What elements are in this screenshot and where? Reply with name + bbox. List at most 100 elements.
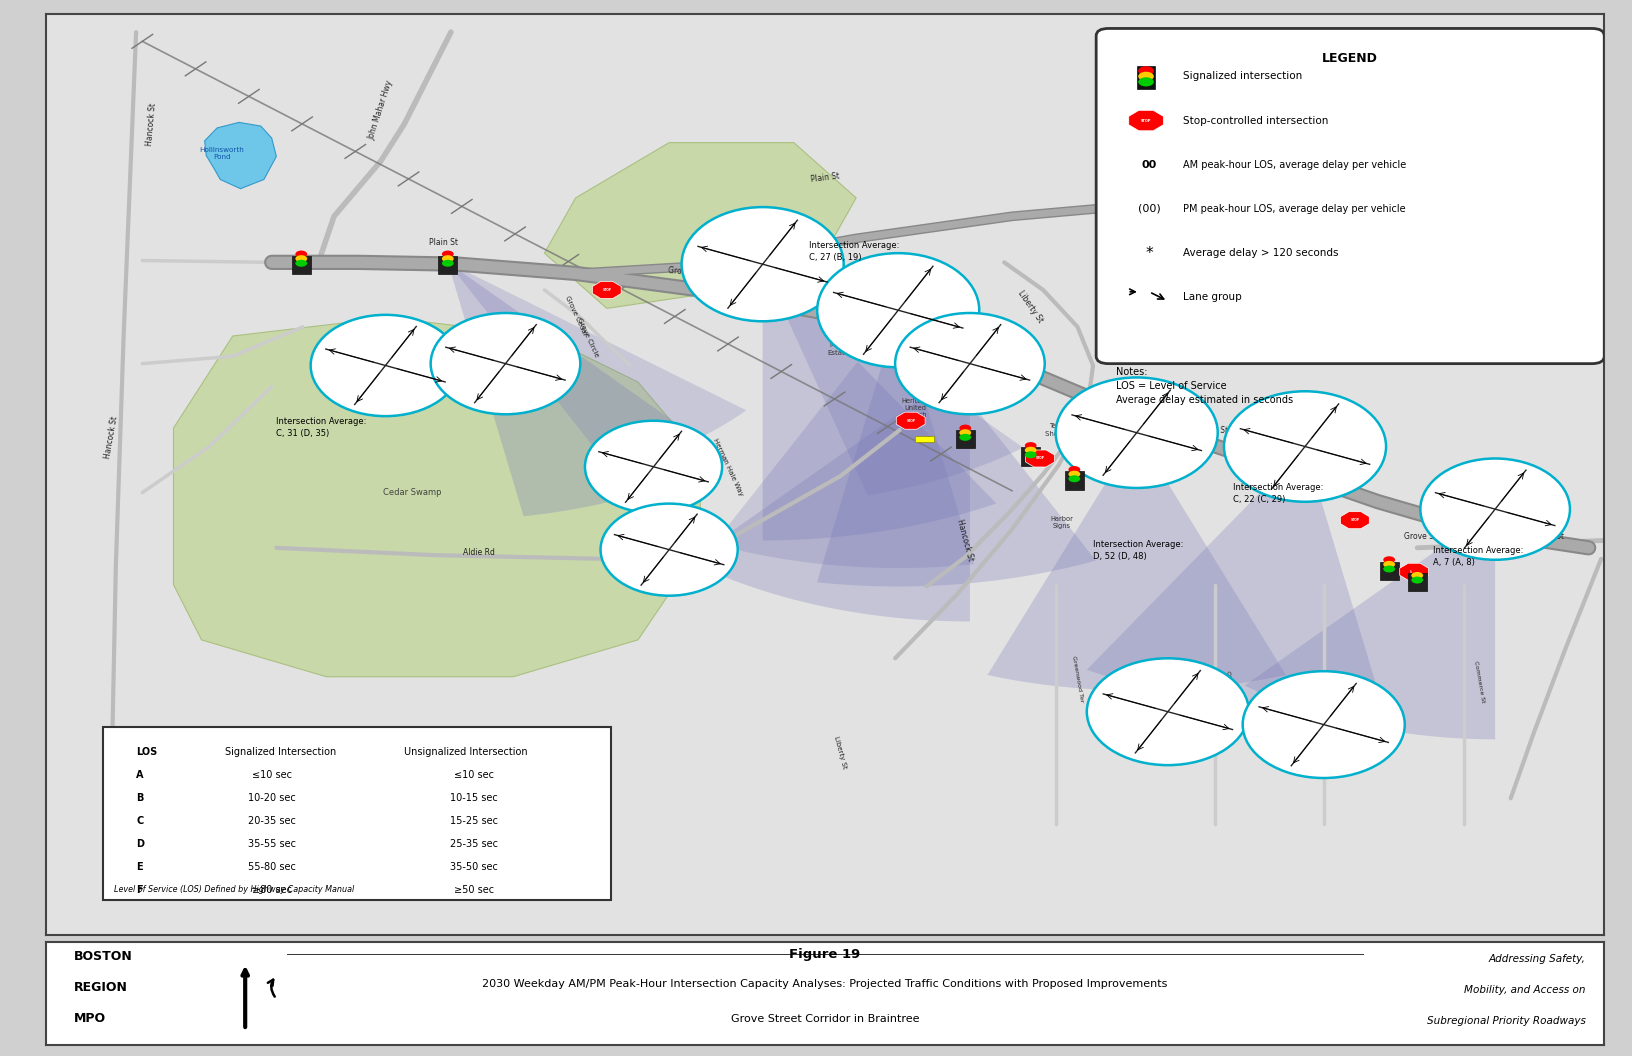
Text: Intersection Average:
A, 7 (A, 8): Intersection Average: A, 7 (A, 8) bbox=[1433, 546, 1523, 567]
Ellipse shape bbox=[310, 315, 460, 416]
Bar bbox=[956, 430, 974, 449]
Ellipse shape bbox=[1420, 458, 1570, 560]
Text: Signalized Intersection: Signalized Intersection bbox=[225, 747, 336, 757]
Ellipse shape bbox=[1056, 377, 1217, 488]
Text: Heritage
United
Church: Heritage United Church bbox=[901, 398, 930, 418]
Text: John Mahar Hwy: John Mahar Hwy bbox=[367, 79, 395, 142]
Text: Stop-controlled intersection: Stop-controlled intersection bbox=[1183, 115, 1328, 126]
Circle shape bbox=[1412, 577, 1423, 584]
Text: ≥80 sec: ≥80 sec bbox=[251, 885, 292, 894]
Circle shape bbox=[1025, 442, 1036, 449]
Circle shape bbox=[960, 429, 971, 436]
Polygon shape bbox=[1400, 563, 1428, 580]
Text: 25-35 sec: 25-35 sec bbox=[450, 838, 498, 849]
Text: Biron St: Biron St bbox=[1327, 678, 1337, 703]
Bar bbox=[1022, 448, 1040, 466]
Text: LEGEND: LEGEND bbox=[1322, 53, 1377, 65]
Polygon shape bbox=[447, 262, 728, 516]
Text: O'Toole Ter: O'Toole Ter bbox=[1224, 671, 1235, 705]
Circle shape bbox=[1025, 451, 1036, 458]
Polygon shape bbox=[1025, 450, 1054, 467]
FancyBboxPatch shape bbox=[1097, 29, 1604, 363]
Polygon shape bbox=[1129, 110, 1164, 131]
Ellipse shape bbox=[1224, 392, 1386, 502]
Bar bbox=[292, 256, 310, 275]
Bar bbox=[1066, 471, 1084, 490]
Text: Tedeschi Plaza
Shopping Center: Tedeschi Plaza Shopping Center bbox=[1044, 423, 1103, 437]
Text: F: F bbox=[135, 885, 142, 894]
Text: STOP: STOP bbox=[602, 288, 612, 291]
Ellipse shape bbox=[818, 253, 979, 367]
Polygon shape bbox=[689, 363, 969, 622]
Bar bbox=[916, 436, 934, 441]
Text: Figure 19: Figure 19 bbox=[790, 948, 860, 961]
Text: B: B bbox=[135, 793, 144, 803]
Text: Liberty St: Liberty St bbox=[834, 735, 847, 769]
Text: Cedar Swamp: Cedar Swamp bbox=[384, 488, 441, 497]
Text: PM peak-hour LOS, average delay per vehicle: PM peak-hour LOS, average delay per vehi… bbox=[1183, 204, 1407, 214]
Ellipse shape bbox=[584, 420, 721, 513]
Text: West St: West St bbox=[1536, 532, 1563, 542]
Text: STOP: STOP bbox=[1350, 518, 1359, 522]
Text: 35-50 sec: 35-50 sec bbox=[450, 862, 498, 872]
Circle shape bbox=[1069, 471, 1080, 477]
Text: Unsignalized Intersection: Unsignalized Intersection bbox=[405, 747, 527, 757]
Circle shape bbox=[1384, 561, 1395, 568]
Polygon shape bbox=[713, 310, 974, 568]
Circle shape bbox=[1138, 67, 1154, 75]
Circle shape bbox=[1384, 566, 1395, 572]
Polygon shape bbox=[204, 122, 276, 189]
Text: Intersection Average:
C, 27 (B, 19): Intersection Average: C, 27 (B, 19) bbox=[809, 241, 899, 262]
Text: Hancock St: Hancock St bbox=[103, 415, 119, 459]
Circle shape bbox=[1138, 72, 1154, 81]
Circle shape bbox=[1412, 567, 1423, 574]
Bar bbox=[1136, 67, 1155, 90]
Text: Intersection Average:
C, 31 (D, 35): Intersection Average: C, 31 (D, 35) bbox=[276, 417, 367, 438]
Text: ≤10 sec: ≤10 sec bbox=[251, 770, 292, 779]
Text: Mobility, and Access on: Mobility, and Access on bbox=[1464, 985, 1586, 996]
Text: Lane group: Lane group bbox=[1183, 293, 1242, 302]
Circle shape bbox=[1138, 77, 1154, 87]
Text: 10-15 sec: 10-15 sec bbox=[450, 793, 498, 803]
Circle shape bbox=[1384, 557, 1395, 563]
Ellipse shape bbox=[894, 313, 1044, 414]
Text: Liberty St: Liberty St bbox=[1017, 288, 1044, 324]
Text: Herman Hale Way: Herman Hale Way bbox=[712, 437, 744, 496]
Circle shape bbox=[960, 425, 971, 432]
Circle shape bbox=[442, 250, 454, 258]
Text: (00): (00) bbox=[1138, 204, 1160, 214]
Text: 00: 00 bbox=[1141, 159, 1157, 170]
Text: Grove St: Grove St bbox=[667, 266, 702, 278]
Polygon shape bbox=[447, 262, 746, 471]
Text: STOP: STOP bbox=[1410, 570, 1418, 573]
Text: Grove St: Grove St bbox=[1195, 425, 1229, 435]
Text: Hancock St: Hancock St bbox=[955, 518, 976, 563]
Text: Grove Circle: Grove Circle bbox=[576, 317, 601, 358]
Circle shape bbox=[295, 250, 307, 258]
Text: Greenwood Ter: Greenwood Ter bbox=[1071, 655, 1084, 702]
Polygon shape bbox=[545, 143, 857, 308]
Text: 35-55 sec: 35-55 sec bbox=[248, 838, 295, 849]
Text: BOSTON: BOSTON bbox=[73, 950, 132, 963]
Text: Hancock St: Hancock St bbox=[145, 102, 158, 146]
Bar bbox=[439, 256, 457, 275]
Text: E: E bbox=[135, 862, 142, 872]
Polygon shape bbox=[818, 310, 1095, 586]
Text: 20-35 sec: 20-35 sec bbox=[248, 816, 295, 826]
Circle shape bbox=[295, 260, 307, 267]
Text: A: A bbox=[135, 770, 144, 779]
Text: STOP: STOP bbox=[906, 419, 916, 422]
Text: LOS: LOS bbox=[135, 747, 157, 757]
Polygon shape bbox=[173, 318, 700, 677]
Text: 15-25 sec: 15-25 sec bbox=[450, 816, 498, 826]
Text: 10-20 sec: 10-20 sec bbox=[248, 793, 295, 803]
Text: Intersection Average:
D, 52 (D, 48): Intersection Average: D, 52 (D, 48) bbox=[1093, 541, 1183, 561]
Text: ≥50 sec: ≥50 sec bbox=[454, 885, 494, 894]
Text: MPO: MPO bbox=[73, 1013, 106, 1025]
Polygon shape bbox=[987, 433, 1286, 691]
Text: Subregional Priority Roadways: Subregional Priority Roadways bbox=[1426, 1017, 1586, 1026]
Text: Level of Service (LOS) Defined by Highway Capacity Manual: Level of Service (LOS) Defined by Highwa… bbox=[114, 885, 354, 894]
Text: Grove Street Corridor in Braintree: Grove Street Corridor in Braintree bbox=[731, 1015, 919, 1024]
Ellipse shape bbox=[1087, 658, 1248, 766]
Text: Grove
Manor
Estates: Grove Manor Estates bbox=[827, 335, 854, 356]
